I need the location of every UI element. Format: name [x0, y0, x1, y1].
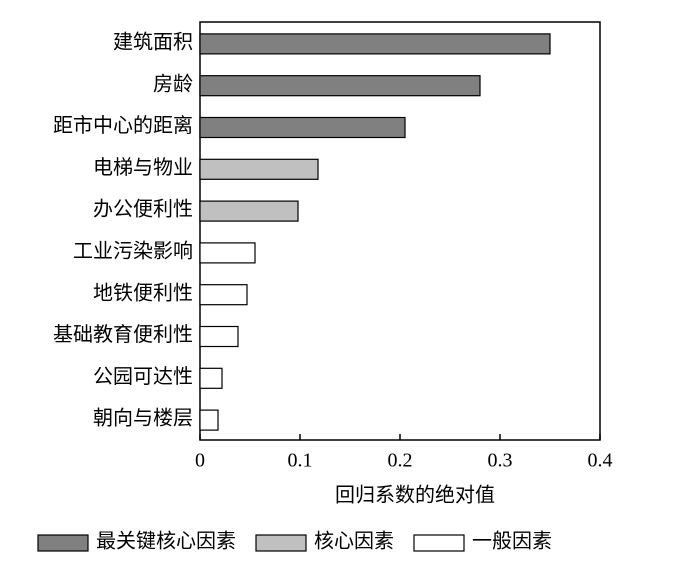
- y-tick-label: 建筑面积: [113, 30, 193, 53]
- y-tick-label: 距市中心的距离: [53, 114, 193, 137]
- y-tick-label: 基础教育便利性: [53, 323, 193, 346]
- y-tick-label: 工业污染影响: [73, 239, 193, 262]
- bar: [199, 409, 219, 431]
- y-tick-label: 地铁便利性: [93, 281, 193, 304]
- bar: [199, 284, 248, 306]
- bar: [199, 116, 406, 139]
- y-tick-label: 办公便利性: [93, 198, 193, 221]
- y-tick-label: 公园可达性: [93, 365, 193, 388]
- x-tick-label: 0.4: [588, 450, 613, 472]
- x-tick-label: 0: [195, 450, 205, 472]
- bar: [199, 242, 256, 264]
- legend-swatch: [255, 534, 307, 552]
- x-tick-label: 0.2: [388, 450, 413, 472]
- bar: [199, 200, 299, 222]
- bar: [199, 325, 239, 348]
- y-tick-label: 电梯与物业: [93, 156, 193, 179]
- y-tick-label: 朝向与楼层: [93, 407, 193, 430]
- x-tick-label: 0.1: [288, 450, 313, 472]
- legend-label: 核心因素: [314, 530, 394, 553]
- bar: [199, 75, 481, 97]
- x-axis-label: 回归系数的绝对值: [335, 484, 495, 507]
- y-tick-label: 房龄: [153, 72, 193, 95]
- bar: [199, 367, 223, 389]
- bar: [199, 33, 551, 55]
- bar: [199, 158, 319, 180]
- legend-label: 一般因素: [472, 530, 552, 553]
- legend-swatch: [413, 534, 465, 552]
- legend-label: 最关键核心因素: [96, 530, 236, 553]
- x-tick-label: 0.3: [488, 450, 513, 472]
- legend-swatch: [37, 534, 89, 552]
